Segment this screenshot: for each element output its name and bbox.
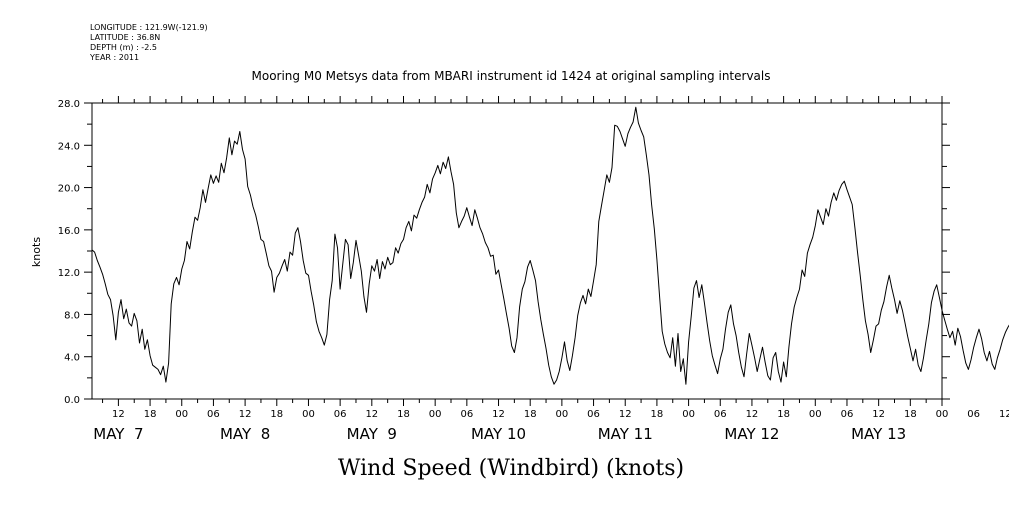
x-tick-label: 12 [872,409,885,420]
x-tick-label: 12 [746,409,759,420]
x-tick-label: 00 [809,409,822,420]
x-day-label: MAY 7 [93,425,143,443]
y-tick-label: 16.0 [58,226,80,237]
meta-depth: DEPTH (m) : -2.5 [90,43,157,52]
x-tick-label: 06 [967,409,980,420]
x-tick-label: 00 [175,409,188,420]
x-tick-label: 18 [270,409,283,420]
x-tick-label: 18 [144,409,157,420]
meta-longitude: LONGITUDE : 121.9W(-121.9) [90,23,208,32]
chart-title: Mooring M0 Metsys data from MBARI instru… [252,69,771,83]
x-tick-label: 00 [302,409,315,420]
x-tick-label: 18 [904,409,917,420]
x-day-label: MAY 10 [471,425,526,443]
x-tick-label: 12 [999,409,1009,420]
x-tick-label: 12 [492,409,505,420]
x-tick-label: 18 [651,409,664,420]
x-day-label: MAY 13 [851,425,906,443]
x-tick-label: 12 [365,409,378,420]
x-day-label: MAY 8 [220,425,270,443]
meta-latitude: LATITUDE : 36.8N [90,33,160,42]
ticks-layer [84,96,950,406]
x-axis-label: Wind Speed (Windbird) (knots) [338,456,684,481]
series-layer [91,106,1009,385]
x-tick-label: 06 [334,409,347,420]
axes-layer [91,102,943,400]
tick-labels-layer: 0.0 4.0 8.0 12.0 16.0 20.0 24.0 28.0 12 18 00 06 12 1… [58,99,1009,443]
x-tick-label: 06 [587,409,600,420]
x-tick-label: 00 [936,409,949,420]
x-day-label: MAY 9 [347,425,397,443]
y-tick-label: 0.0 [64,395,80,406]
y-tick-label: 20.0 [58,184,80,195]
x-tick-label: 18 [777,409,790,420]
x-tick-label: 06 [841,409,854,420]
x-tick-label: 12 [619,409,632,420]
x-day-label: MAY 12 [724,425,779,443]
y-tick-label: 28.0 [58,99,80,110]
x-tick-label: 12 [239,409,252,420]
x-tick-label: 00 [556,409,569,420]
x-day-label: MAY 11 [598,425,653,443]
x-tick-label: 00 [682,409,695,420]
y-axis-label: knots [30,237,43,267]
y-tick-label: 24.0 [58,141,80,152]
x-tick-label: 06 [207,409,220,420]
x-tick-label: 00 [429,409,442,420]
x-tick-label: 12 [112,409,125,420]
x-tick-label: 06 [460,409,473,420]
x-tick-label: 06 [714,409,727,420]
x-tick-label: 18 [524,409,537,420]
y-tick-label: 4.0 [64,353,80,364]
wind-speed-series-line [91,106,1009,385]
y-tick-label: 8.0 [64,310,80,321]
meta-year: YEAR : 2011 [89,53,139,62]
x-tick-label: 18 [397,409,410,420]
y-tick-label: 12.0 [58,268,80,279]
